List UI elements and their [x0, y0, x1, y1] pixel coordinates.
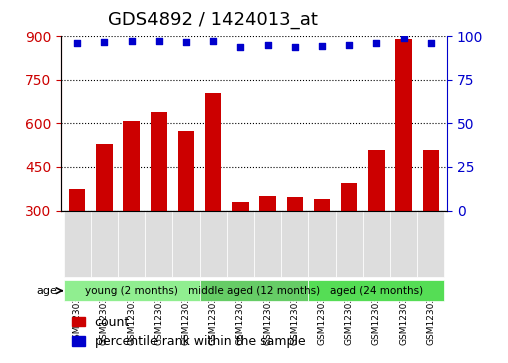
Bar	[341, 183, 357, 211]
FancyBboxPatch shape	[308, 280, 444, 301]
FancyBboxPatch shape	[227, 211, 254, 277]
Point	[427, 40, 435, 46]
Point	[372, 40, 380, 46]
Point	[236, 44, 244, 50]
Point	[399, 35, 407, 41]
Bar	[69, 189, 85, 211]
Text: GDS4892 / 1424013_at: GDS4892 / 1424013_at	[108, 11, 319, 29]
Text: middle aged (12 months): middle aged (12 months)	[188, 286, 320, 296]
Bar	[123, 121, 140, 211]
Bar	[151, 112, 167, 211]
Point	[264, 42, 272, 48]
Point	[101, 38, 109, 44]
FancyBboxPatch shape	[91, 211, 118, 277]
Bar	[260, 196, 276, 211]
FancyBboxPatch shape	[118, 211, 145, 277]
FancyBboxPatch shape	[281, 211, 308, 277]
FancyBboxPatch shape	[145, 211, 172, 277]
Text: aged (24 months): aged (24 months)	[330, 286, 423, 296]
FancyBboxPatch shape	[308, 211, 336, 277]
Point	[182, 38, 190, 44]
Point	[209, 38, 217, 44]
Bar	[314, 199, 330, 211]
Bar	[395, 39, 411, 211]
Point	[291, 44, 299, 50]
Point	[345, 42, 353, 48]
FancyBboxPatch shape	[200, 280, 308, 301]
Bar	[368, 150, 385, 211]
FancyBboxPatch shape	[254, 211, 281, 277]
FancyBboxPatch shape	[417, 211, 444, 277]
FancyBboxPatch shape	[172, 211, 200, 277]
Point	[318, 43, 326, 49]
Point	[155, 38, 163, 44]
Bar	[97, 144, 113, 211]
FancyBboxPatch shape	[64, 280, 200, 301]
FancyBboxPatch shape	[200, 211, 227, 277]
Point	[128, 38, 136, 44]
Bar	[178, 131, 194, 211]
Bar	[205, 93, 221, 211]
Text: young (2 months): young (2 months)	[85, 286, 178, 296]
Bar	[423, 150, 439, 211]
Bar	[287, 197, 303, 211]
FancyBboxPatch shape	[336, 211, 363, 277]
Bar	[232, 202, 248, 211]
Text: age: age	[36, 286, 57, 296]
FancyBboxPatch shape	[390, 211, 417, 277]
Legend: count, percentile rank within the sample: count, percentile rank within the sample	[67, 311, 310, 353]
FancyBboxPatch shape	[64, 211, 91, 277]
Point	[73, 40, 81, 46]
FancyBboxPatch shape	[363, 211, 390, 277]
